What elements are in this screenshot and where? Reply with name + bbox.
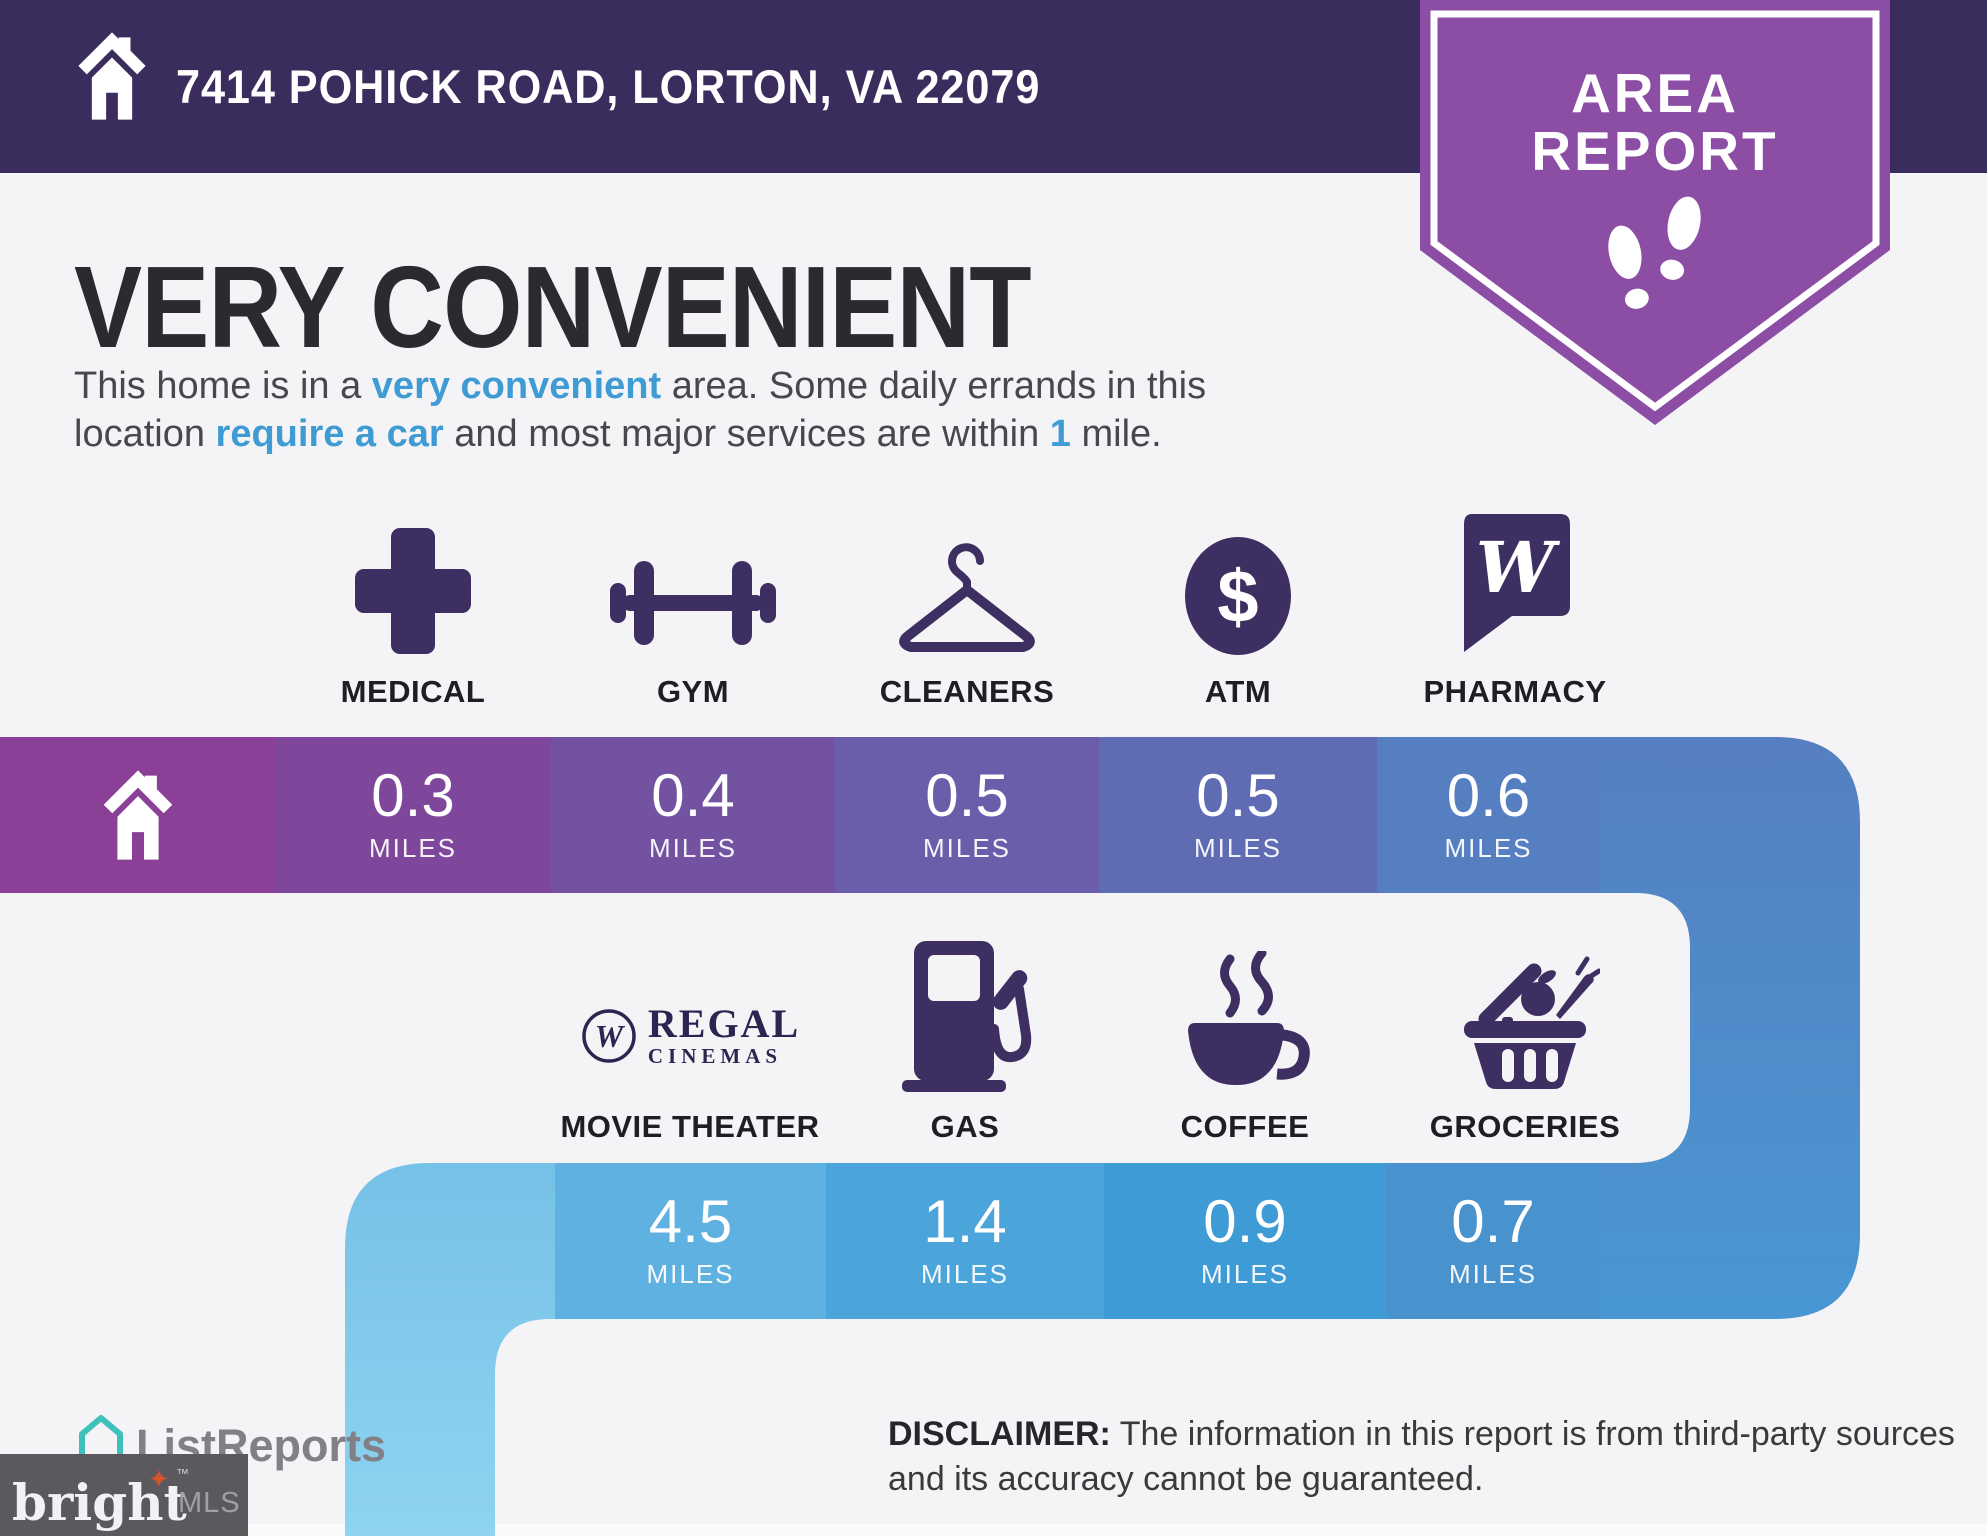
home-icon [78,32,146,120]
place-pharmacy: W PHARMACY [1365,498,1665,710]
dumbbell-icon [610,561,776,645]
place-label: ATM [1204,674,1272,709]
distance-segment-atm: 0.5 MILES [1099,737,1377,893]
home-bar-icon [103,770,172,860]
star-icon: ✦ [148,1464,170,1494]
intro-text: This home is in a [74,365,372,407]
hanger-icon [899,543,1035,652]
place-label: MEDICAL [340,674,486,709]
trademark-symbol: ™ [176,1466,189,1481]
intro-highlight: 1 [1049,413,1071,455]
place-movie-theater: W REGAL CINEMAS MOVIE THEATER [540,938,840,1145]
cinemas-name: CINEMAS [647,1044,783,1068]
distance-bar-row2: 4.5 MILES 1.4 MILES 0.9 MILES 0.7 MILES [555,1163,1600,1319]
distance-segment-medical: 0.3 MILES [275,737,551,893]
place-label: GROCERIES [1429,1109,1621,1144]
coffee-cup-icon [1188,951,1310,1085]
property-address: 7414 POHICK ROAD, LORTON, VA 22079 [176,60,1041,113]
badge-line1: AREA [1571,62,1739,124]
medical-cross-icon [355,528,471,654]
place-label: COFFEE [1180,1109,1310,1144]
distance-segment-coffee: 0.9 MILES [1104,1163,1386,1319]
mls-text: MLS [178,1487,241,1519]
page-title: VERY CONVENIENT [74,242,1032,372]
disclaimer-label: DISCLAIMER: [888,1415,1111,1453]
dollar-circle-icon: $ [1185,537,1291,655]
bright-logo-text: bright [12,1473,187,1532]
place-cleaners: CLEANERS [817,498,1117,710]
distance-segment-cleaners: 0.5 MILES [835,737,1099,893]
place-label: PHARMACY [1423,674,1607,709]
regal-name: REGAL [647,1001,801,1046]
distance-bar-row1: 0.3 MILES 0.4 MILES 0.5 MILES 0.5 MILES … [0,737,1600,893]
distance-segment-gym: 0.4 MILES [551,737,835,893]
home-segment [0,737,275,893]
bar-connector-right [1600,737,1860,1319]
gas-pump-icon [902,941,1032,1092]
distance-segment-gas: 1.4 MILES [826,1163,1104,1319]
regal-cinemas-logo: W REGAL CINEMAS [580,1004,800,1067]
badge-line2: REPORT [1531,120,1778,182]
footprints-icon [1608,196,1701,309]
bright-mls-watermark: bright ✦ ™ MLS [0,1454,248,1536]
badge-inner-border [1430,10,1880,412]
place-groceries: GROCERIES [1375,938,1675,1145]
intro-paragraph: This home is in a very convenient area. … [74,365,1207,455]
grocery-basket-icon [1464,956,1600,1089]
place-label: MOVIE THEATER [560,1109,820,1144]
regal-monogram-icon: W [582,1008,636,1063]
svg-text:W: W [595,1018,626,1054]
bar-connector-left [345,1163,615,1536]
distance-segment-groceries: 0.7 MILES [1386,1163,1600,1319]
disclaimer-text: DISCLAIMER: The information in this repo… [888,1415,1955,1498]
place-label: GYM [656,674,730,709]
svg-text:W: W [1476,526,1561,609]
bottom-edge-strip [0,1524,1987,1536]
walgreens-icon: W [1464,514,1570,652]
intro-highlight: require a car [215,413,444,455]
place-gas: GAS [815,938,1115,1145]
place-coffee: COFFEE [1095,938,1395,1145]
place-label: CLEANERS [879,674,1055,709]
intro-highlight: very convenient [371,365,662,407]
svg-text:$: $ [1217,555,1258,638]
place-medical: MEDICAL [263,498,563,710]
area-report-badge: AREA REPORT [1420,0,1890,425]
distance-segment-movie-theater: 4.5 MILES [555,1163,826,1319]
place-atm: $ ATM [1088,498,1388,710]
place-label: GAS [930,1109,1000,1144]
distance-segment-pharmacy: 0.6 MILES [1377,737,1600,893]
place-gym: GYM [543,498,843,710]
